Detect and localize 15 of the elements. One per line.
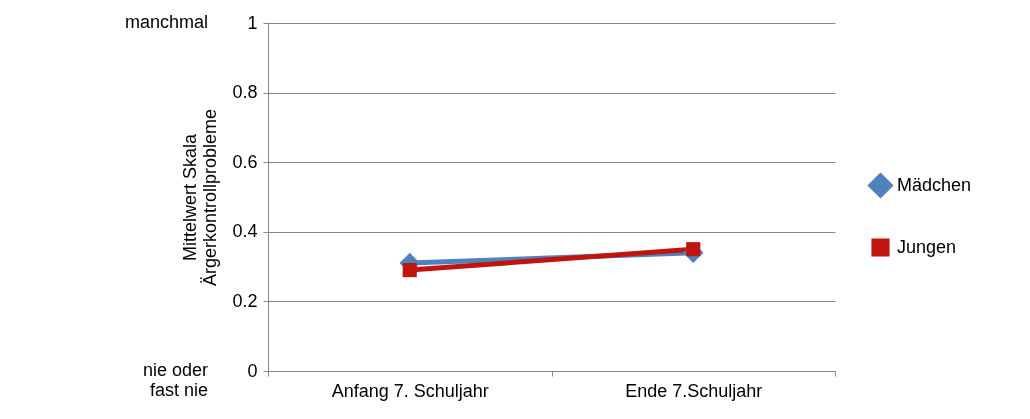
y-axis-title: Mittelwert Skala Ärgerkontrollprobleme <box>180 108 221 287</box>
y-tick-label: 0.4 <box>232 221 258 242</box>
y-tick-label: 0.6 <box>232 151 258 172</box>
text: nie oder fast nie <box>142 360 208 400</box>
y-tick-label: 0.8 <box>232 82 258 103</box>
point <box>686 242 701 257</box>
point <box>402 263 417 278</box>
y-tick-label: 0 <box>247 360 258 381</box>
text: manchmal <box>124 12 208 32</box>
y-tick-label: 0.2 <box>232 290 258 311</box>
legend-label: Mädchen <box>897 174 972 195</box>
x-tick-label: Ende 7.Schuljahr <box>625 380 763 401</box>
legend-label: Jungen <box>897 236 957 257</box>
x-tick-label: Anfang 7. Schuljahr <box>331 380 489 401</box>
y-tick-label: 1 <box>247 12 258 33</box>
